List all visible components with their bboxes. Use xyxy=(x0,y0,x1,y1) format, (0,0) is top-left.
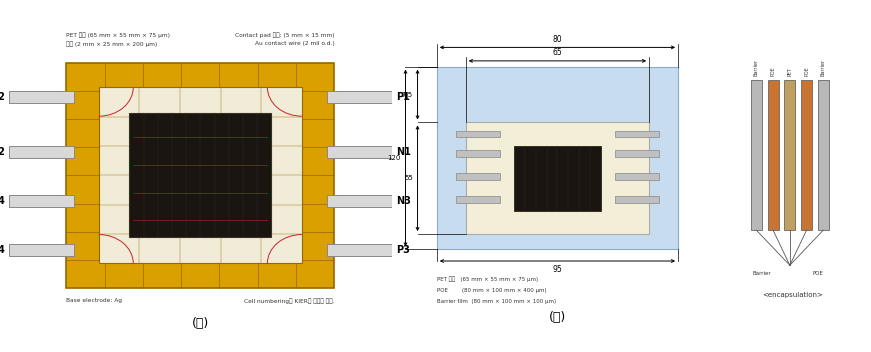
Bar xyxy=(9,244,74,257)
Bar xyxy=(818,80,829,230)
Text: Base electrode: Ag: Base electrode: Ag xyxy=(66,298,122,303)
Bar xyxy=(9,195,74,207)
Bar xyxy=(456,150,500,157)
Text: PET 기판   (65 mm × 55 mm × 75 μm): PET 기판 (65 mm × 55 mm × 75 μm) xyxy=(437,276,538,282)
Text: 80: 80 xyxy=(552,34,563,44)
Text: 7.5: 7.5 xyxy=(402,92,413,98)
Bar xyxy=(327,146,392,158)
Text: N2: N2 xyxy=(0,147,5,157)
Text: Barrier: Barrier xyxy=(753,271,771,276)
Text: P3: P3 xyxy=(395,245,409,256)
Text: P4: P4 xyxy=(0,245,5,256)
Text: N3: N3 xyxy=(395,196,410,206)
Bar xyxy=(456,196,500,203)
Bar xyxy=(615,131,658,138)
Text: Barrier: Barrier xyxy=(820,58,826,76)
Text: POE: POE xyxy=(804,66,809,76)
Bar xyxy=(466,122,649,234)
Bar xyxy=(130,113,271,237)
Text: P2: P2 xyxy=(0,93,5,102)
Text: Au contact wire (2 mil o.d.): Au contact wire (2 mil o.d.) xyxy=(254,41,334,46)
Text: 55: 55 xyxy=(404,175,413,181)
Bar xyxy=(98,87,302,263)
Text: Barrier film  (80 mm × 100 mm × 100 μm): Barrier film (80 mm × 100 mm × 100 μm) xyxy=(437,300,556,304)
Text: POE        (80 mm × 100 mm × 400 μm): POE (80 mm × 100 mm × 400 μm) xyxy=(437,288,546,293)
Bar xyxy=(615,173,658,180)
Bar xyxy=(751,80,762,230)
Bar xyxy=(9,92,74,103)
Text: PET: PET xyxy=(787,67,793,76)
Bar xyxy=(327,92,392,103)
Text: N1: N1 xyxy=(395,147,410,157)
Text: POE: POE xyxy=(813,271,823,276)
Text: Contact pad 크기: (5 mm × 15 mm): Contact pad 크기: (5 mm × 15 mm) xyxy=(235,32,334,38)
Text: N4: N4 xyxy=(0,196,5,206)
Text: <encapsulation>: <encapsulation> xyxy=(762,292,823,298)
Bar xyxy=(327,195,392,207)
Bar xyxy=(514,145,601,211)
Text: Barrier: Barrier xyxy=(754,58,759,76)
Bar xyxy=(9,146,74,158)
Bar xyxy=(784,80,795,230)
Text: P1: P1 xyxy=(395,93,409,102)
Text: PET 기판 (65 mm × 55 mm × 75 μm): PET 기판 (65 mm × 55 mm × 75 μm) xyxy=(66,32,170,38)
Bar xyxy=(66,63,334,288)
Bar xyxy=(327,244,392,257)
Text: 120: 120 xyxy=(388,155,401,161)
Bar xyxy=(801,80,812,230)
Bar xyxy=(456,131,500,138)
Bar xyxy=(615,196,658,203)
Bar xyxy=(456,173,500,180)
Text: 한국 (2 mm × 25 mm × 200 μm): 한국 (2 mm × 25 mm × 200 μm) xyxy=(66,41,158,47)
Bar xyxy=(437,67,678,250)
Text: (나): (나) xyxy=(549,311,566,324)
Text: (가): (가) xyxy=(192,317,209,330)
Bar xyxy=(615,150,658,157)
Bar xyxy=(767,80,779,230)
Text: Cell numbering은 KIER의 방식을 따름.: Cell numbering은 KIER의 방식을 따름. xyxy=(244,298,334,304)
Text: POE: POE xyxy=(771,66,775,76)
Text: 95: 95 xyxy=(552,265,563,274)
Text: 65: 65 xyxy=(552,48,563,57)
